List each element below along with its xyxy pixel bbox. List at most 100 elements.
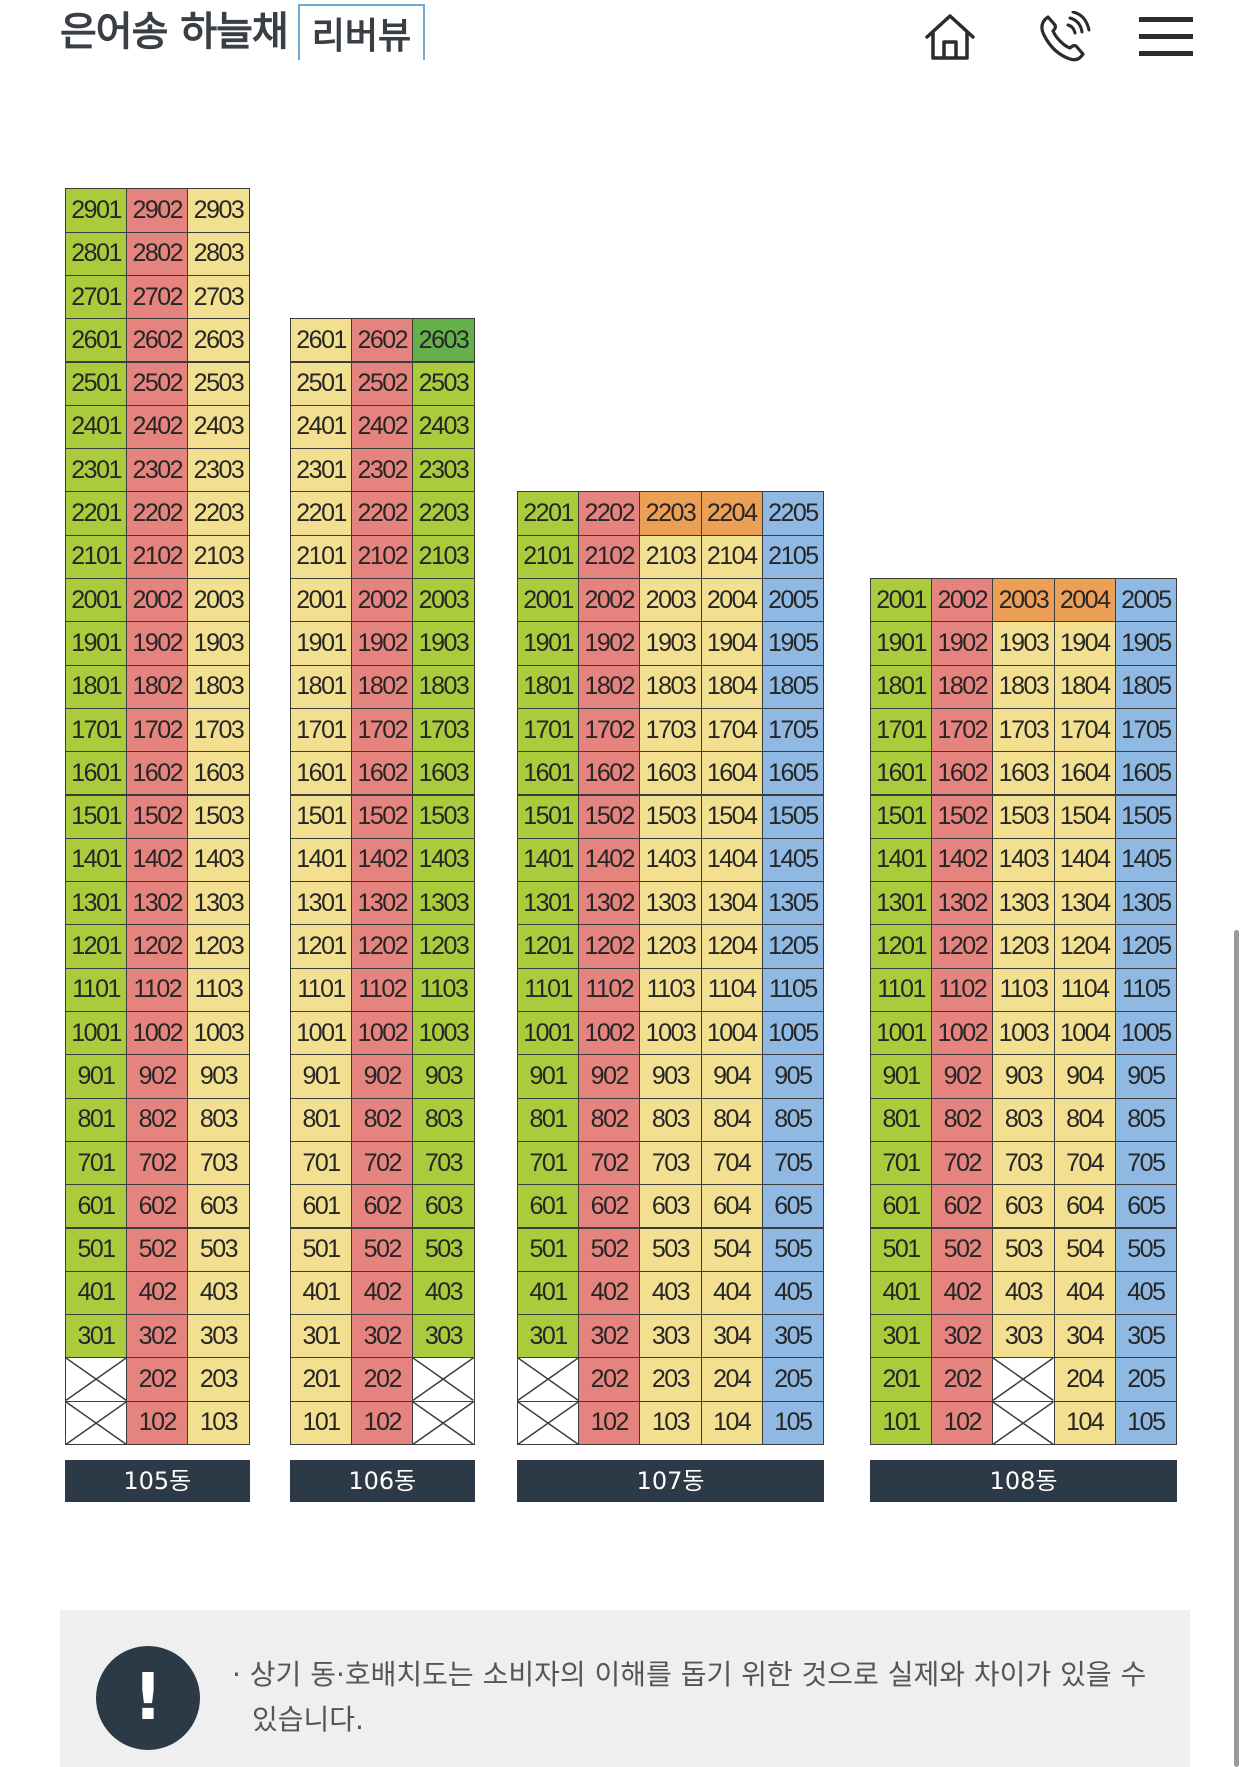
unit-cell[interactable]: 802 <box>351 1097 414 1142</box>
unit-cell[interactable]: 2002 <box>931 578 994 623</box>
unit-cell[interactable]: 703 <box>639 1140 702 1186</box>
unit-cell[interactable]: 403 <box>639 1270 702 1316</box>
unit-cell[interactable]: 202 <box>578 1357 641 1402</box>
unit-cell[interactable]: 2302 <box>126 448 189 493</box>
unit-cell[interactable]: 504 <box>1053 1227 1116 1272</box>
unit-cell[interactable]: 2003 <box>639 578 702 623</box>
unit-cell[interactable]: 1302 <box>126 881 189 926</box>
unit-cell[interactable]: 704 <box>1053 1140 1116 1186</box>
building-label[interactable]: 106동 <box>290 1460 475 1502</box>
unit-cell[interactable]: 1503 <box>412 794 475 839</box>
unit-cell[interactable]: 602 <box>351 1184 414 1229</box>
unit-cell[interactable]: 1801 <box>290 664 353 709</box>
unit-cell[interactable]: 1901 <box>65 621 128 666</box>
unit-cell[interactable]: 501 <box>65 1227 128 1272</box>
unit-cell[interactable]: 405 <box>761 1270 824 1316</box>
unit-cell[interactable]: 804 <box>700 1097 763 1142</box>
unit-cell[interactable]: 2103 <box>639 534 702 579</box>
unit-cell[interactable]: 2101 <box>65 534 128 579</box>
unit-cell[interactable]: 1002 <box>351 1011 414 1056</box>
unit-cell[interactable]: 1903 <box>992 621 1055 666</box>
unit-cell[interactable]: 2901 <box>65 188 128 233</box>
unit-cell[interactable]: 501 <box>517 1227 580 1272</box>
unit-cell[interactable]: 1305 <box>1114 881 1177 926</box>
unit-cell[interactable]: 1002 <box>126 1011 189 1056</box>
unit-cell[interactable]: 501 <box>870 1227 933 1272</box>
unit-cell[interactable]: 1605 <box>761 751 824 796</box>
unit-cell[interactable]: 1701 <box>65 707 128 753</box>
unit-cell[interactable]: 2103 <box>187 534 250 579</box>
unit-cell[interactable]: 801 <box>290 1097 353 1142</box>
unit-cell[interactable]: 202 <box>351 1357 414 1402</box>
home-icon[interactable] <box>918 8 982 66</box>
unit-cell[interactable]: 1703 <box>412 707 475 753</box>
unit-cell[interactable]: 1501 <box>517 794 580 839</box>
unit-cell[interactable]: 1305 <box>761 881 824 926</box>
unit-cell[interactable]: 2203 <box>412 491 475 536</box>
unit-cell[interactable]: 1202 <box>931 924 994 969</box>
unit-cell[interactable]: 1301 <box>870 881 933 926</box>
unit-cell[interactable]: 2202 <box>578 491 641 536</box>
unit-cell[interactable]: 1503 <box>187 794 250 839</box>
unit-cell[interactable]: 1505 <box>761 794 824 839</box>
unit-cell[interactable]: 803 <box>412 1097 475 1142</box>
unit-cell[interactable]: 2201 <box>65 491 128 536</box>
unit-cell[interactable]: 2501 <box>290 361 353 406</box>
unit-cell[interactable]: 1401 <box>517 837 580 883</box>
unit-cell[interactable]: 903 <box>412 1054 475 1099</box>
unit-cell[interactable]: 1302 <box>351 881 414 926</box>
unit-cell[interactable]: 903 <box>187 1054 250 1099</box>
unit-cell[interactable]: 1205 <box>1114 924 1177 969</box>
unit-cell[interactable]: 2005 <box>1114 578 1177 623</box>
unit-cell[interactable]: 1802 <box>351 664 414 709</box>
unit-cell[interactable]: 304 <box>1053 1314 1116 1359</box>
unit-cell[interactable]: 1801 <box>65 664 128 709</box>
unit-cell[interactable]: 305 <box>761 1314 824 1359</box>
unit-cell[interactable]: 1902 <box>126 621 189 666</box>
unit-cell[interactable]: 2603 <box>412 318 475 363</box>
unit-cell[interactable]: 2002 <box>351 578 414 623</box>
unit-cell[interactable]: 2402 <box>351 404 414 450</box>
unit-cell[interactable]: 2601 <box>290 318 353 363</box>
unit-cell[interactable]: 1403 <box>639 837 702 883</box>
unit-cell[interactable]: 103 <box>187 1400 250 1445</box>
unit-cell[interactable]: 605 <box>1114 1184 1177 1229</box>
unit-cell[interactable]: 2302 <box>351 448 414 493</box>
unit-cell[interactable]: 1402 <box>578 837 641 883</box>
unit-cell[interactable]: 2403 <box>187 404 250 450</box>
unit-cell[interactable]: 902 <box>931 1054 994 1099</box>
unit-cell[interactable]: 205 <box>761 1357 824 1402</box>
unit-cell[interactable]: 1603 <box>992 751 1055 796</box>
unit-cell[interactable]: 2101 <box>517 534 580 579</box>
unit-cell[interactable]: 1403 <box>992 837 1055 883</box>
unit-cell[interactable]: 2102 <box>578 534 641 579</box>
unit-cell[interactable]: 1902 <box>578 621 641 666</box>
unit-cell[interactable]: 2002 <box>578 578 641 623</box>
unit-cell[interactable]: 2102 <box>126 534 189 579</box>
unit-cell[interactable]: 1602 <box>931 751 994 796</box>
unit-cell[interactable]: 401 <box>517 1270 580 1316</box>
unit-cell[interactable]: 1202 <box>578 924 641 969</box>
unit-cell[interactable]: 403 <box>992 1270 1055 1316</box>
unit-cell[interactable]: 604 <box>1053 1184 1116 1229</box>
unit-cell[interactable]: 705 <box>761 1140 824 1186</box>
unit-cell[interactable]: 805 <box>761 1097 824 1142</box>
unit-cell[interactable]: 2703 <box>187 274 250 320</box>
unit-cell[interactable]: 905 <box>761 1054 824 1099</box>
unit-cell[interactable]: 204 <box>1053 1357 1116 1402</box>
unit-cell[interactable]: 1304 <box>1053 881 1116 926</box>
building-label[interactable]: 108동 <box>870 1460 1177 1502</box>
unit-cell[interactable]: 1004 <box>1053 1011 1116 1056</box>
unit-cell[interactable]: 602 <box>578 1184 641 1229</box>
unit-cell[interactable]: 1703 <box>639 707 702 753</box>
unit-cell[interactable]: 1005 <box>1114 1011 1177 1056</box>
building-label[interactable]: 107동 <box>517 1460 824 1502</box>
unit-cell[interactable]: 1003 <box>992 1011 1055 1056</box>
unit-cell[interactable]: 903 <box>992 1054 1055 1099</box>
unit-cell[interactable]: 803 <box>992 1097 1055 1142</box>
unit-cell[interactable]: 2903 <box>187 188 250 233</box>
unit-cell[interactable]: 1301 <box>65 881 128 926</box>
unit-cell[interactable]: 2202 <box>126 491 189 536</box>
unit-cell[interactable]: 302 <box>578 1314 641 1359</box>
unit-cell[interactable]: 1601 <box>870 751 933 796</box>
